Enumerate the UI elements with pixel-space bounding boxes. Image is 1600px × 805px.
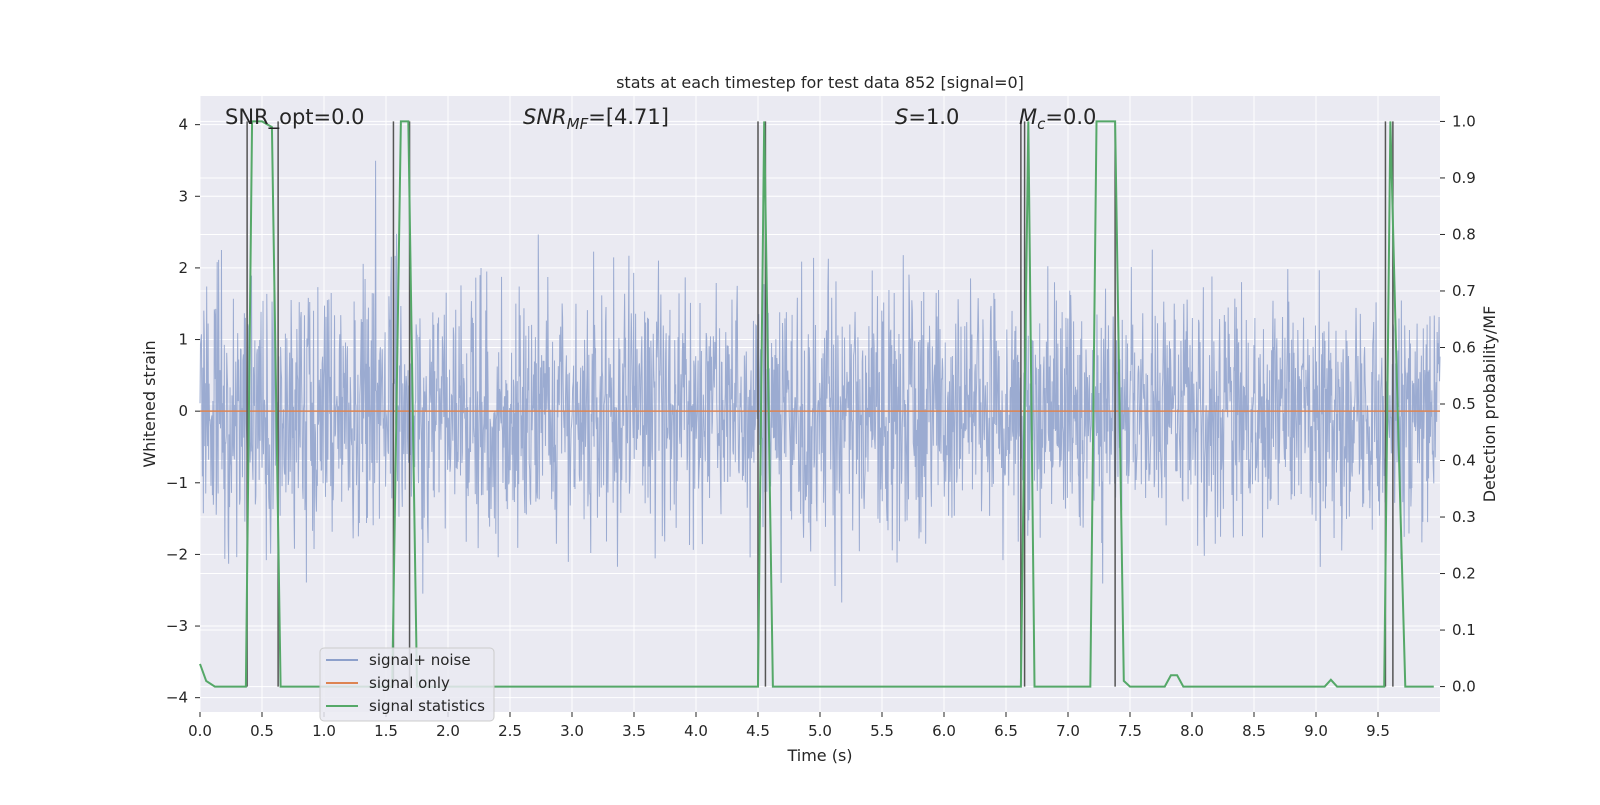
x-tick-label: 7.5 (1118, 722, 1142, 740)
x-tick-label: 8.5 (1242, 722, 1266, 740)
signal-statistics-series (199, 120, 1434, 688)
y2-tick-label: 0.6 (1452, 338, 1476, 356)
y-axis-ticks: 4 3 2 1 0 −1 −2 −3 −4 (166, 116, 200, 707)
y2-tick-label: 0.5 (1452, 395, 1476, 413)
y-tick-label: −2 (166, 545, 188, 563)
chart-title: stats at each timestep for test data 852… (616, 73, 1024, 92)
x-tick-label: 9.0 (1304, 722, 1328, 740)
y2-axis-ticks: 1.0 0.9 0.8 0.7 0.6 0.5 0.4 0.3 0.2 0.1 0.0 (1440, 112, 1476, 696)
y2-tick-label: 0.9 (1452, 169, 1476, 187)
x-tick-label: 3.0 (560, 722, 584, 740)
y2-tick-label: 0.4 (1452, 452, 1476, 470)
y2-tick-label: 0.7 (1452, 282, 1476, 300)
annotation-snr-opt: SNR_opt=0.0 (225, 105, 365, 130)
x-tick-label: 3.5 (622, 722, 646, 740)
y-tick-label: 3 (178, 187, 188, 205)
y-tick-label: −3 (166, 617, 188, 635)
x-tick-label: 0.0 (188, 722, 212, 740)
x-axis-label: Time (s) (786, 746, 852, 765)
y-tick-label: −4 (166, 689, 188, 707)
y-tick-label: 2 (178, 259, 188, 277)
x-tick-label: 9.5 (1366, 722, 1390, 740)
signal-noise-line (199, 160, 1441, 603)
y-tick-label: 1 (178, 331, 188, 349)
y2-tick-label: 0.8 (1452, 225, 1476, 243)
signal-noise-series (199, 160, 1441, 603)
annotation-s: S=1.0 (895, 105, 959, 129)
legend-box (319, 647, 495, 722)
legend-label-signal-only: signal only (369, 674, 450, 692)
x-tick-label: 6.5 (994, 722, 1018, 740)
legend-label-signal-noise: signal+ noise (369, 651, 471, 669)
y-axis-label: Whitened strain (140, 340, 159, 467)
legend: signal+ noise signal only signal statist… (319, 647, 495, 722)
x-tick-label: 6.0 (932, 722, 956, 740)
x-tick-label: 0.5 (250, 722, 274, 740)
y2-axis-label: Detection probability/MF (1480, 306, 1499, 503)
y2-tick-label: 1.0 (1452, 112, 1476, 130)
x-tick-label: 5.0 (808, 722, 832, 740)
y-tick-label: 0 (178, 402, 188, 420)
x-tick-label: 8.0 (1180, 722, 1204, 740)
y-tick-label: 4 (178, 116, 188, 134)
annotation-mc: Mc=0.0 (1019, 105, 1096, 133)
x-tick-label: 7.0 (1056, 722, 1080, 740)
x-tick-label: 2.0 (436, 722, 460, 740)
y2-tick-label: 0.2 (1452, 565, 1476, 583)
signal-statistics-line (199, 120, 1434, 688)
x-tick-label: 4.0 (684, 722, 708, 740)
y2-tick-label: 0.3 (1452, 508, 1476, 526)
legend-label-signal-statistics: signal statistics (369, 697, 485, 715)
annotation-snr-mf: SNRMF=[4.71] (523, 105, 669, 133)
x-tick-label: 5.5 (870, 722, 894, 740)
y2-tick-label: 0.0 (1452, 678, 1476, 696)
x-tick-label: 2.5 (498, 722, 522, 740)
y2-tick-label: 0.1 (1452, 621, 1476, 639)
x-tick-label: 1.5 (374, 722, 398, 740)
x-tick-label: 1.0 (312, 722, 336, 740)
y-tick-label: −1 (166, 474, 188, 492)
x-axis-ticks: 0.0 0.5 1.0 1.5 2.0 2.5 3.0 3.5 4.0 4.5 5.0 5.5 6.0 6… (188, 712, 1390, 740)
x-tick-label: 4.5 (746, 722, 770, 740)
